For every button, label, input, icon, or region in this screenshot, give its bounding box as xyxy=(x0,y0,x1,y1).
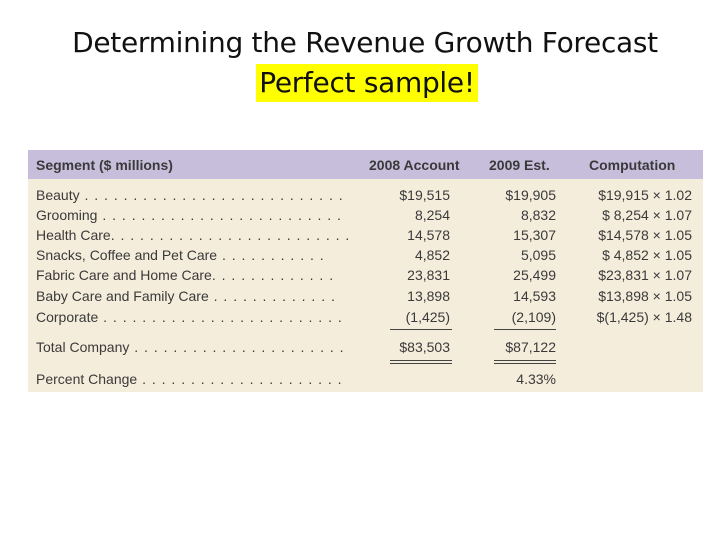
header-segment: Segment ($ millions) xyxy=(36,157,173,173)
total-double-rule-2009 xyxy=(494,360,556,361)
subtitle-container: Perfect sample! xyxy=(0,64,720,102)
value-2008: $19,515 xyxy=(399,187,450,203)
computation: $14,578 × 1.05 xyxy=(598,227,692,243)
table-header: Segment ($ millions) 2008 Account 2009 E… xyxy=(28,150,703,179)
value-2009: 15,307 xyxy=(513,227,556,243)
computation: $13,898 × 1.05 xyxy=(598,288,692,304)
segment-label: Beauty . . . . . . . . . . . . . . . . .… xyxy=(36,187,348,203)
computation: $ 8,254 × 1.07 xyxy=(602,207,692,223)
segment-label: Corporate . . . . . . . . . . . . . . . … xyxy=(36,309,348,325)
total-2009: $87,122 xyxy=(505,339,556,355)
value-2008: 14,578 xyxy=(407,227,450,243)
segment-label: Fabric Care and Home Care. . . . . . . .… xyxy=(36,267,335,283)
slide-subtitle-highlight: Perfect sample! xyxy=(256,64,478,102)
subtotal-rule-2008 xyxy=(390,329,452,330)
table-row: Snacks, Coffee and Pet Care . . . . . . … xyxy=(28,245,703,265)
computation: $(1,425) × 1.48 xyxy=(596,309,692,325)
table-row: Health Care. . . . . . . . . . . . . . .… xyxy=(28,225,703,245)
segment-label: Health Care. . . . . . . . . . . . . . .… xyxy=(36,227,348,243)
table-row: Corporate . . . . . . . . . . . . . . . … xyxy=(28,307,703,327)
percent-change-row: Percent Change . . . . . . . . . . . . .… xyxy=(28,369,703,389)
table-row: Fabric Care and Home Care. . . . . . . .… xyxy=(28,265,703,285)
computation: $ 4,852 × 1.05 xyxy=(602,247,692,263)
table-row: Baby Care and Family Care . . . . . . . … xyxy=(28,286,703,306)
value-2008: (1,425) xyxy=(405,309,450,325)
total-double-rule-2008 xyxy=(390,363,452,364)
computation: $19,915 × 1.02 xyxy=(598,187,692,203)
header-computation: Computation xyxy=(589,157,676,173)
slide-title: Determining the Revenue Growth Forecast xyxy=(72,26,658,59)
value-2008: 13,898 xyxy=(407,288,450,304)
value-2009: 14,593 xyxy=(513,288,556,304)
header-2008-account: 2008 Account xyxy=(369,157,460,173)
header-2009-est: 2009 Est. xyxy=(489,157,550,173)
segment-label: Baby Care and Family Care . . . . . . . … xyxy=(36,288,336,304)
value-2009: 25,499 xyxy=(513,267,556,283)
value-2008: 4,852 xyxy=(414,247,450,263)
computation: $23,831 × 1.07 xyxy=(598,267,692,283)
segment-label: Grooming . . . . . . . . . . . . . . . .… xyxy=(36,207,348,223)
total-double-rule-2009 xyxy=(494,363,556,364)
table-row: Beauty . . . . . . . . . . . . . . . . .… xyxy=(28,185,703,205)
subtotal-rule-2009 xyxy=(494,329,556,330)
value-2009: 5,095 xyxy=(520,247,556,263)
segment-label: Total Company . . . . . . . . . . . . . … xyxy=(36,339,348,355)
segment-label: Snacks, Coffee and Pet Care . . . . . . … xyxy=(36,247,325,263)
value-2008: 23,831 xyxy=(407,267,450,283)
total-2008: $83,503 xyxy=(399,339,450,355)
value-2008: 8,254 xyxy=(414,207,450,223)
percent-change-value: 4.33% xyxy=(516,371,556,387)
table-row: Grooming . . . . . . . . . . . . . . . .… xyxy=(28,205,703,225)
forecast-table: Segment ($ millions) 2008 Account 2009 E… xyxy=(28,150,703,392)
total-row: Total Company . . . . . . . . . . . . . … xyxy=(28,337,703,357)
total-double-rule-2008 xyxy=(390,360,452,361)
value-2009: 8,832 xyxy=(520,207,556,223)
value-2009: $19,905 xyxy=(505,187,556,203)
value-2009: (2,109) xyxy=(511,309,556,325)
segment-label: Percent Change . . . . . . . . . . . . .… xyxy=(36,371,343,387)
